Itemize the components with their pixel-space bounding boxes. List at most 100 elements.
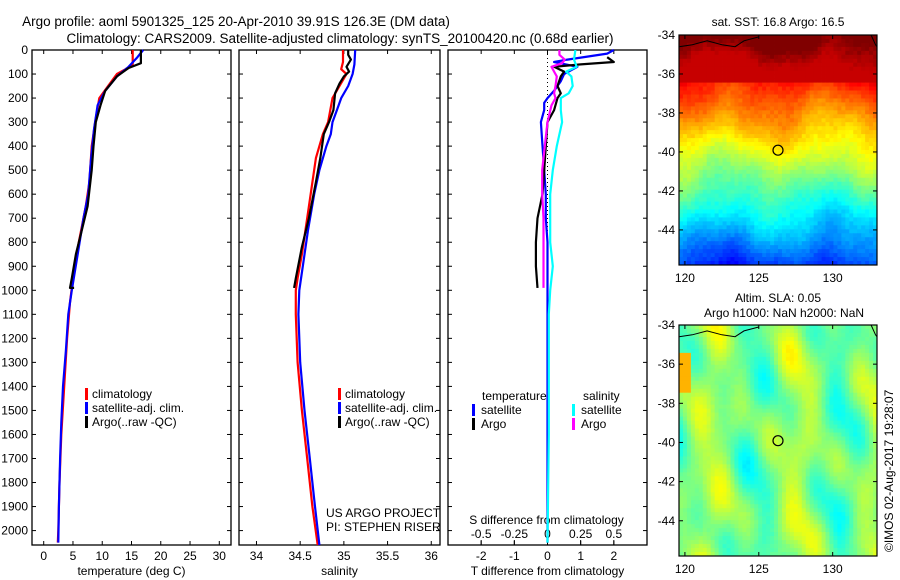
map-cells: [679, 325, 878, 557]
y-tick-label: -34: [658, 318, 676, 332]
x-tick-label: 34: [250, 549, 264, 563]
series-argo-raw-qc-: [68, 50, 142, 289]
y-tick-label: -38: [658, 106, 676, 120]
series-satellite-adj-clim-: [57, 49, 145, 543]
header-line2: Climatology: CARS2009. Satellite-adjuste…: [66, 31, 613, 46]
y-tick-label: 1000: [1, 283, 28, 297]
series-salinity-satellite: [546, 49, 578, 543]
y-tick-label: 2000: [1, 524, 28, 538]
sst-map: 120 125 130 -34 -36 -38 -40 -42 -44 sat. SST: 16.…: [658, 15, 878, 285]
x-tick-label: 125: [749, 562, 769, 576]
x-tick-label: 20: [154, 549, 168, 563]
legend-label: climatology: [345, 387, 405, 401]
s-tick-label: -0.5: [471, 527, 492, 541]
y-tick-label: 1500: [1, 403, 28, 417]
legend-label: satellite-adj. clim.: [345, 401, 437, 415]
y-tick-label: 400: [8, 139, 28, 153]
y-tick-label: 1800: [1, 476, 28, 490]
x-tick-label: 130: [823, 562, 843, 576]
s-tick-label: -0.25: [501, 527, 529, 541]
x-tick-label: 125: [749, 271, 769, 285]
temperature-panel: 0100200300400500600700800900100011001200…: [1, 43, 232, 578]
y-tick-label: 1600: [1, 427, 28, 441]
x-tick-label: 25: [183, 549, 197, 563]
x-tick-label: 30: [213, 549, 227, 563]
legend-swatch: [85, 388, 88, 400]
x-tick-label: 35.5: [376, 549, 400, 563]
legend-swatch: [572, 418, 575, 430]
coastline: [678, 36, 759, 48]
legend-label: Argo(..raw -QC): [345, 415, 430, 429]
sla-map: 120 125 130 -34 -36 -38 -40 -42 -44 Altim. SLA: 0…: [658, 291, 878, 576]
map-title: sat. SST: 16.8 Argo: 16.5: [712, 15, 845, 29]
y-tick-label: 1900: [1, 500, 28, 514]
legend-label: Argo(..raw -QC): [92, 415, 177, 429]
y-tick-label: -36: [658, 357, 676, 371]
s-tick-label: 0.5: [605, 527, 622, 541]
series-argo-raw-qc-: [293, 50, 352, 289]
y-tick-label: 1400: [1, 379, 28, 393]
y-tick-label: 300: [8, 115, 28, 129]
salinity-panel: 34 34.5 35 35.5 36 salinity climatologysatelli…: [238, 49, 441, 578]
x-tick-label: 120: [675, 271, 695, 285]
map-frame: [678, 34, 878, 266]
y-tick-label: -40: [658, 435, 676, 449]
x-axis-label: temperature (deg C): [77, 564, 185, 578]
x-tick-label: 120: [675, 562, 695, 576]
y-tick-label: -36: [658, 67, 676, 81]
series-climatology: [294, 50, 348, 546]
argo-location-marker: [772, 144, 784, 156]
legend-swatch: [338, 402, 341, 414]
project-label: US ARGO PROJECT: [326, 506, 441, 520]
y-tick-label: -34: [658, 28, 676, 42]
map-frame: [678, 324, 878, 557]
legend-label: Argo: [581, 417, 607, 431]
x-tick-label: 36: [425, 549, 439, 563]
y-tick-label: 900: [8, 259, 28, 273]
x-tick-label: 130: [823, 271, 843, 285]
map-subtitle: Argo h1000: NaN h2000: NaN: [704, 306, 864, 320]
y-tick-label: 600: [8, 187, 28, 201]
x-tick-label: 10: [96, 549, 110, 563]
plot-frame: [238, 49, 441, 546]
y-tick-label: 700: [8, 211, 28, 225]
y-tick-label: -44: [658, 223, 676, 237]
legend-label: Argo: [481, 417, 507, 431]
plot-frame: [31, 49, 232, 546]
s-tick-label: 0.25: [569, 527, 593, 541]
coastline: [678, 326, 759, 338]
legend-swatch: [338, 416, 341, 428]
x-tick-label: -1: [509, 549, 520, 563]
y-tick-label: 800: [8, 235, 28, 249]
map-title: Altim. SLA: 0.05: [735, 291, 821, 305]
x-tick-label: -2: [476, 549, 487, 563]
map-cells: [679, 35, 878, 266]
series-temperature-satellite: [539, 49, 615, 543]
pi-label: PI: STEPHEN RISER: [326, 520, 441, 534]
legend-swatch: [338, 388, 341, 400]
x-axis-label: salinity: [321, 564, 358, 578]
x-tick-label: 1: [577, 549, 584, 563]
x-tick-label: 0: [544, 549, 551, 563]
legend-swatch: [472, 418, 475, 430]
legend-swatch: [85, 402, 88, 414]
legend-label: satellite: [581, 403, 622, 417]
y-tick-label: 100: [8, 67, 28, 81]
header-line1: Argo profile: aoml 5901325_125 20-Apr-20…: [22, 14, 450, 29]
y-tick-label: -38: [658, 396, 676, 410]
y-tick-label: 200: [8, 91, 28, 105]
legend-swatch: [85, 416, 88, 428]
difference-panel: -2 -1 0 1 2T difference from climatology -0.5…: [447, 49, 648, 578]
legend-label: satellite: [481, 403, 522, 417]
y-tick-label: -42: [658, 475, 676, 489]
legend-label: satellite-adj. clim.: [92, 401, 184, 415]
legend-title-temperature: temperature: [482, 389, 547, 403]
y-tick-label: -40: [658, 145, 676, 159]
argo-location-marker: [772, 435, 784, 447]
x-tick-label: 2: [610, 549, 617, 563]
legend-label: climatology: [92, 387, 152, 401]
y-tick-label: 1300: [1, 355, 28, 369]
x-tick-label: 0: [40, 549, 47, 563]
x-tick-label: 35: [337, 549, 351, 563]
